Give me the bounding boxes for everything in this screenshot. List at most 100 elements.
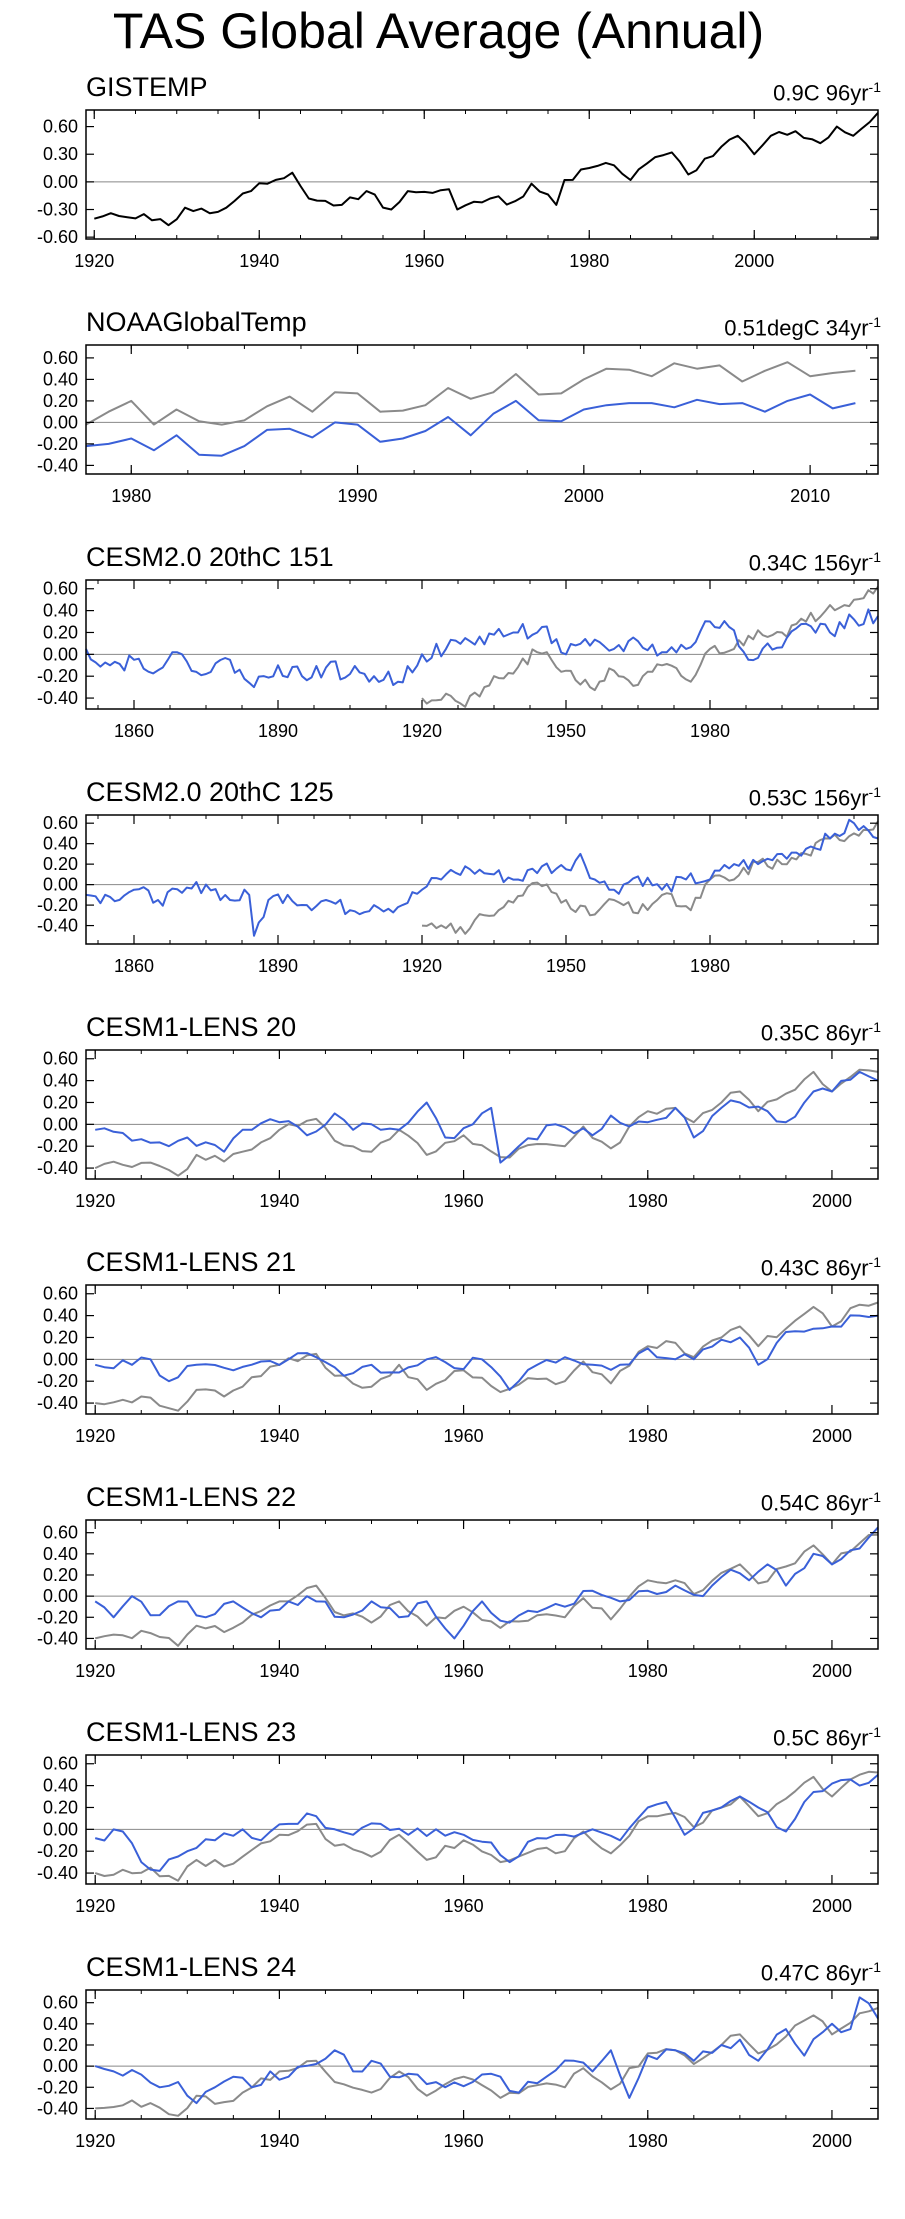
chart-panel: CESM1-LENS 21 0.43C 86yr-1 -0.40 -0.20 0.00 0… [0, 1245, 905, 1481]
y-tick-label: -0.20 [37, 895, 78, 915]
x-tick-label: 1940 [259, 1191, 299, 1211]
y-tick-label: 0.40 [43, 1776, 78, 1796]
y-tick-label: 0.00 [43, 1349, 78, 1369]
y-tick-label: -0.20 [37, 1841, 78, 1861]
x-tick-label: 1950 [546, 956, 586, 976]
y-tick-label: 0.00 [43, 2056, 78, 2076]
chart-panel: GISTEMP 0.9C 96yr-1 -0.60 -0.30 0.00 0.30 0.60… [0, 70, 905, 306]
trend-value: 0.5C 86yr [773, 1725, 869, 1751]
plot-frame [85, 579, 879, 710]
y-tick-label: 0.20 [43, 1327, 78, 1347]
x-tick-label: 2000 [564, 486, 604, 506]
series-line-model [85, 608, 879, 689]
panel-title: GISTEMP [86, 72, 208, 102]
y-tick-label: 0.60 [43, 348, 78, 368]
panel-title: CESM1-LENS 22 [86, 1482, 297, 1512]
x-tick-label: 1980 [628, 1661, 668, 1681]
y-tick-label: 0.40 [43, 834, 78, 854]
chart-panel: CESM1-LENS 23 0.5C 86yr-1 -0.40 -0.20 0.00 0.… [0, 1715, 905, 1951]
chart-svg: -0.40-0.200.000.200.400.60 1980 1990 2000 20… [37, 344, 879, 506]
plot-frame [85, 109, 879, 240]
x-tick-label: 2000 [812, 1661, 852, 1681]
y-tick-label: -0.60 [37, 227, 78, 247]
plot-frame [85, 344, 879, 475]
x-tick-label: 1920 [75, 2131, 115, 2151]
y-tick-label: 0.20 [43, 391, 78, 411]
x-tick-label: 1920 [402, 956, 442, 976]
y-tick-label: -0.20 [37, 2077, 78, 2097]
panel-trend-label: 0.35C 86yr-1 [761, 1012, 881, 1048]
x-tick-label: 1950 [546, 721, 586, 741]
series-line-model [94, 1526, 879, 1640]
series-line-obs [95, 1301, 879, 1412]
chart-svg: -0.40-0.200.000.200.400.60 1920 1940 1960 19… [37, 1989, 879, 2151]
panel-title: CESM2.0 20thC 151 [86, 542, 334, 572]
panel-trend-label: 0.47C 86yr-1 [761, 1952, 881, 1988]
series-line-obs [95, 2007, 879, 2117]
y-tick-label: -0.30 [37, 200, 78, 220]
y-tick-label: 0.60 [43, 1284, 78, 1304]
y-tick-label: 0.00 [43, 1114, 78, 1134]
x-tick-label: 1920 [75, 1191, 115, 1211]
x-tick-label: 1940 [259, 1661, 299, 1681]
y-tick-label: -0.40 [37, 455, 78, 475]
x-tick-label: 1980 [628, 1426, 668, 1446]
y-tick-label: 0.00 [43, 644, 78, 664]
y-tick-label: 0.40 [43, 369, 78, 389]
y-tick-label: 0.40 [43, 2014, 78, 2034]
y-tick-label: 0.60 [43, 1993, 78, 2013]
chart-svg: -0.40-0.200.000.200.400.60 1920 1940 1960 19… [37, 1519, 879, 1681]
panel-title: CESM2.0 20thC 125 [86, 777, 334, 807]
y-tick-label: -0.20 [37, 1136, 78, 1156]
y-tick-label: -0.20 [37, 666, 78, 686]
plot-frame [85, 1754, 879, 1885]
x-tick-label: 1960 [444, 2131, 484, 2151]
trend-exponent: -1 [868, 1724, 881, 1740]
panel-title: CESM1-LENS 21 [86, 1247, 297, 1277]
x-tick-label: 1920 [75, 1896, 115, 1916]
x-tick-label: 2000 [812, 2131, 852, 2151]
y-tick-label: 0.60 [43, 813, 78, 833]
trend-exponent: -1 [868, 1489, 881, 1505]
trend-exponent: -1 [868, 1254, 881, 1270]
x-tick-label: 1980 [628, 2131, 668, 2151]
trend-value: 0.47C 86yr [760, 1960, 869, 1986]
x-tick-label: 1960 [444, 1426, 484, 1446]
panel-title: CESM1-LENS 23 [86, 1717, 297, 1747]
series-line-model [85, 393, 856, 457]
y-tick-label: 0.00 [43, 1819, 78, 1839]
trend-value: 0.43C 86yr [760, 1255, 869, 1281]
y-tick-label: 0.60 [43, 117, 78, 137]
panel-trend-label: 0.5C 86yr-1 [773, 1717, 881, 1753]
x-tick-label: 1860 [114, 956, 154, 976]
y-tick-label: 0.20 [43, 1565, 78, 1585]
x-tick-label: 1960 [444, 1191, 484, 1211]
panel-title: NOAAGlobalTemp [86, 307, 307, 337]
y-tick-label: 0.40 [43, 1544, 78, 1564]
trend-exponent: -1 [868, 549, 881, 565]
panel-trend-label: 0.34C 156yr-1 [749, 542, 881, 578]
series-line-model [94, 1773, 879, 1872]
y-tick-label: 0.60 [43, 1523, 78, 1543]
y-tick-label: 0.60 [43, 1754, 78, 1774]
x-tick-label: 1960 [444, 1896, 484, 1916]
y-tick-label: 0.40 [43, 601, 78, 621]
y-tick-label: 0.00 [43, 412, 78, 432]
x-tick-label: 2000 [734, 251, 774, 271]
y-tick-label: -0.40 [37, 688, 78, 708]
chart-panel: CESM1-LENS 20 0.35C 86yr-1 -0.40 -0.20 0.00 0… [0, 1010, 905, 1246]
trend-value: 0.51degC 34yr [724, 315, 869, 341]
panel-title: CESM1-LENS 24 [86, 1952, 297, 1982]
chart-svg: -0.40-0.200.000.200.400.60 1860 1890 1920 19… [37, 579, 879, 741]
series-line-obs [85, 361, 856, 426]
x-tick-label: 2000 [812, 1896, 852, 1916]
y-tick-label: 0.30 [43, 144, 78, 164]
series-line-model [94, 1314, 879, 1391]
chart-svg: -0.60 -0.30 0.00 0.30 0.60 1920 1940 1960 1980 20… [37, 109, 879, 271]
panel-trend-label: 0.53C 156yr-1 [749, 777, 881, 813]
chart-svg: -0.40-0.200.000.200.400.60 1920 1940 1960 19… [37, 1049, 879, 1211]
trend-exponent: -1 [868, 314, 881, 330]
series-line-model [95, 1070, 879, 1164]
plot-frame [85, 814, 879, 945]
y-tick-label: 0.20 [43, 1797, 78, 1817]
